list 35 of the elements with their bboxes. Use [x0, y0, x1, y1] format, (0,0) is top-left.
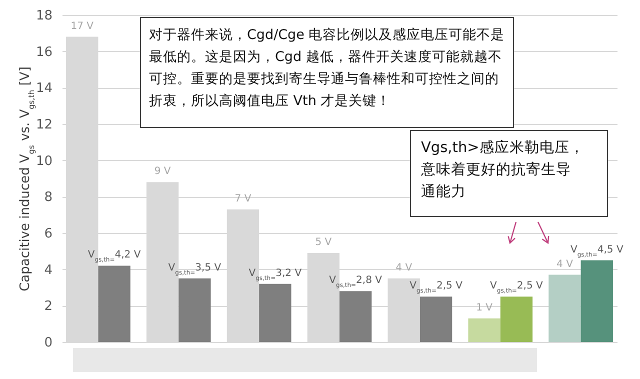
text-box: 对于器件来说，Cgd/Cge 电容比例以及感应电压可能不是最低的。这是因为，Cgd 越低，器件开关速度可能就越不可控。重要的是要找到寄生导通与鲁棒性和可控性之间的折衷，所以高阈值电压 Vth 才是关键！ — [140, 17, 514, 128]
bar — [340, 291, 372, 342]
data-label: V$_{gs,th=}$3,2 V — [248, 268, 302, 282]
bar — [548, 274, 581, 342]
bar — [468, 318, 500, 342]
text-box: Vgs,th>感应米勒电压，意味着更好的抗寄生导通能力 — [410, 130, 608, 217]
data-label: V$_{gs,th=}$2,5 V — [490, 280, 544, 294]
y-tick-label: 18 — [36, 8, 52, 24]
bar — [98, 266, 130, 342]
data-label: 1 V — [476, 302, 493, 314]
y-tick-label: 0 — [44, 336, 52, 350]
y-tick-label: 16 — [36, 44, 52, 60]
data-label: V$_{gs,th=}$2,5 V — [410, 280, 463, 294]
data-label: 9 V — [154, 166, 171, 178]
bar — [259, 284, 292, 342]
data-label: 7 V — [234, 193, 252, 204]
data-label: 17 V — [70, 20, 94, 32]
y-tick-label: 14 — [36, 81, 52, 96]
data-label: V$_{gs,th=}$2,8 V — [329, 275, 382, 289]
y-tick-label: 2 — [44, 299, 52, 314]
bar — [178, 278, 211, 342]
data-label: 4 V — [396, 262, 412, 274]
y-tick-label: 4 — [44, 262, 52, 278]
y-tick-label: 6 — [44, 226, 52, 242]
y-tick-label: 8 — [44, 190, 52, 206]
data-label: 4 V — [556, 258, 574, 270]
bar — [580, 260, 613, 342]
data-label: V$_{gs,th=}$4,5 V — [570, 244, 624, 258]
y-tick-label: 10 — [36, 154, 52, 169]
y-tick-label: 12 — [36, 118, 52, 132]
data-label: 5 V — [315, 236, 332, 248]
data-label: V$_{gs,th=}$4,2 V — [88, 250, 141, 264]
data-label: V$_{gs,th=}$3,5 V — [168, 262, 222, 276]
bar — [420, 296, 452, 342]
bar — [500, 296, 533, 342]
